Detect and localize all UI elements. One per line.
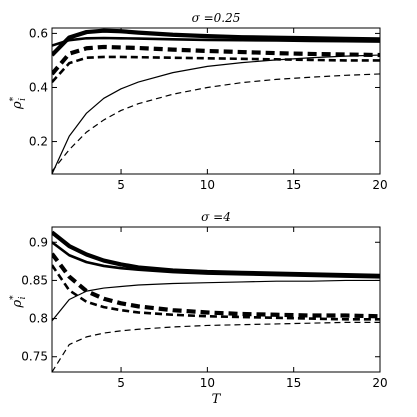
series-line-solid-medium bbox=[52, 241, 380, 279]
series-line-dashed-thin bbox=[52, 321, 380, 372]
x-tick-label: 10 bbox=[200, 178, 215, 192]
series-line-solid-thin bbox=[52, 54, 380, 174]
x-tick-label: 5 bbox=[117, 178, 125, 192]
series-line-dashed-heavy bbox=[52, 252, 380, 319]
bottom-panel: 5 10 15 20 0.75 0.8 0.85 0.9 σ =4 ρ*i T bbox=[9, 210, 388, 407]
axes-frame bbox=[51, 27, 381, 175]
y-tick-label: 0.75 bbox=[21, 350, 48, 364]
x-tick-label: 20 bbox=[372, 376, 387, 390]
axes-frame bbox=[51, 226, 381, 373]
x-tick-label: 20 bbox=[372, 178, 387, 192]
series-group bbox=[52, 28, 380, 174]
y-axis-label: ρ*i bbox=[9, 295, 28, 309]
x-tick-label: 10 bbox=[200, 376, 215, 390]
series-line-solid-heavy bbox=[52, 230, 380, 278]
x-tick-label: 15 bbox=[286, 376, 301, 390]
chart-title: σ =4 bbox=[201, 210, 231, 224]
x-tick-label: 5 bbox=[117, 376, 125, 390]
series-line-solid-heavy bbox=[52, 28, 380, 57]
series-line-solid-thin bbox=[52, 279, 380, 322]
top-panel: 5 10 15 20 0.2 0.4 0.6 σ =0.25 ρ*i bbox=[9, 11, 388, 192]
x-axis-label: T bbox=[212, 392, 222, 407]
chart-title: σ =0.25 bbox=[192, 11, 241, 25]
y-tick-label: 0.8 bbox=[29, 312, 48, 326]
series-group bbox=[52, 230, 380, 372]
series-line-dashed-thin bbox=[52, 73, 380, 172]
series-line-dashed-medium bbox=[52, 264, 380, 321]
x-tick-label: 15 bbox=[286, 178, 301, 192]
series-line-dashed-heavy bbox=[52, 44, 380, 76]
y-tick-label: 0.6 bbox=[29, 26, 48, 40]
series-line-solid-medium bbox=[52, 36, 380, 47]
y-tick-label: 0.2 bbox=[29, 135, 48, 149]
y-tick-label: 0.4 bbox=[29, 80, 48, 94]
y-tick-label: 0.85 bbox=[21, 273, 48, 287]
y-axis-label: ρ*i bbox=[9, 96, 28, 110]
series-line-dashed-medium bbox=[52, 55, 380, 83]
y-tick-label: 0.9 bbox=[29, 235, 48, 249]
